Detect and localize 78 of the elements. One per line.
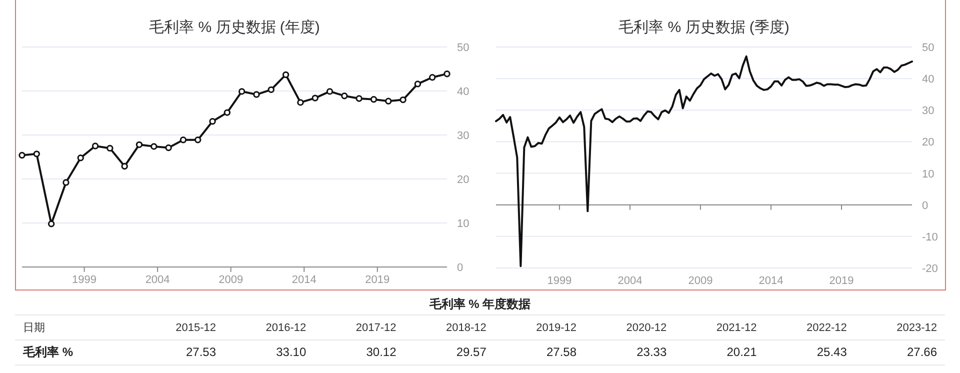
point xyxy=(370,96,378,103)
category-label: 2023-12 xyxy=(896,322,937,334)
y-tick-label: -10 xyxy=(922,231,938,244)
category-label: 2022-12 xyxy=(806,322,847,334)
point xyxy=(385,98,392,104)
y-tick-label: -20 xyxy=(922,263,938,275)
data-label: 23.33 xyxy=(636,345,667,359)
point xyxy=(77,154,84,162)
y-tick-label: 0 xyxy=(922,200,928,212)
point xyxy=(150,143,158,150)
data-label: 27.66 xyxy=(906,345,938,359)
point xyxy=(428,74,436,81)
point xyxy=(92,142,99,150)
point xyxy=(165,144,172,152)
point xyxy=(282,71,290,78)
text: 日期 xyxy=(23,322,45,334)
category-label: 2018-12 xyxy=(446,322,486,334)
x-tick-label: 2009 xyxy=(218,274,244,286)
point xyxy=(312,94,318,102)
point xyxy=(414,80,422,88)
point xyxy=(62,179,70,186)
point xyxy=(326,88,334,95)
data-label: 25.43 xyxy=(816,345,848,359)
y-tick-label: 30 xyxy=(457,130,470,142)
point xyxy=(356,95,362,102)
text: 毛利率 % xyxy=(22,345,74,359)
y-tick-label: 20 xyxy=(457,174,470,186)
category-label: 2019-12 xyxy=(536,322,576,334)
y-tick-label: 50 xyxy=(457,42,470,54)
line-series xyxy=(495,55,913,268)
y-tick-label: 10 xyxy=(457,218,470,230)
x-tick-label: 2014 xyxy=(292,274,316,286)
point xyxy=(253,91,260,98)
data-label: 27.53 xyxy=(186,345,216,359)
x-tick-label: 2019 xyxy=(829,275,854,287)
y-tick-label: 0 xyxy=(457,262,464,274)
y-tick-label: 40 xyxy=(457,86,470,98)
point xyxy=(18,152,26,159)
category-label: 2020-12 xyxy=(626,322,667,334)
y-tick-label: 20 xyxy=(922,136,934,149)
point xyxy=(341,92,348,100)
point xyxy=(48,220,55,228)
point xyxy=(33,150,40,158)
x-tick-label: 1999 xyxy=(547,275,572,287)
category-label: 2021-12 xyxy=(716,322,757,334)
point xyxy=(136,141,143,148)
text: 毛利率 % 年度数据 xyxy=(428,297,531,311)
category-label: 2017-12 xyxy=(356,322,396,334)
x-tick-label: 2009 xyxy=(688,275,713,287)
point xyxy=(238,88,246,95)
x-tick-label: 1999 xyxy=(72,274,97,286)
y-tick-label: 40 xyxy=(922,74,934,86)
point xyxy=(297,99,304,106)
chart-title: 毛利率 % 历史数据 (年度) xyxy=(149,19,320,36)
x-tick-label: 2019 xyxy=(365,274,390,286)
x-tick-label: 2014 xyxy=(758,275,784,287)
data-label: 30.12 xyxy=(366,345,397,359)
x-tick-label: 2004 xyxy=(145,274,170,286)
data-label: 27.58 xyxy=(546,345,577,359)
point xyxy=(444,70,450,78)
chart-title: 毛利率 % 历史数据 (季度) xyxy=(618,19,790,36)
data-label: 29.57 xyxy=(456,345,487,359)
y-tick-label: 50 xyxy=(922,42,934,54)
point xyxy=(268,86,274,94)
category-label: 2016-12 xyxy=(266,322,306,334)
point xyxy=(180,136,187,144)
point xyxy=(209,118,216,125)
x-tick-label: 2004 xyxy=(618,275,642,287)
y-tick-label: 10 xyxy=(922,168,934,180)
data-label: 33.10 xyxy=(276,345,306,359)
point xyxy=(121,162,128,170)
data-label: 20.21 xyxy=(726,345,758,359)
point xyxy=(194,136,202,144)
y-tick-label: 30 xyxy=(922,105,934,118)
category-label: 2015-12 xyxy=(176,322,216,334)
point xyxy=(106,144,114,152)
point xyxy=(400,96,406,104)
point xyxy=(224,109,231,116)
